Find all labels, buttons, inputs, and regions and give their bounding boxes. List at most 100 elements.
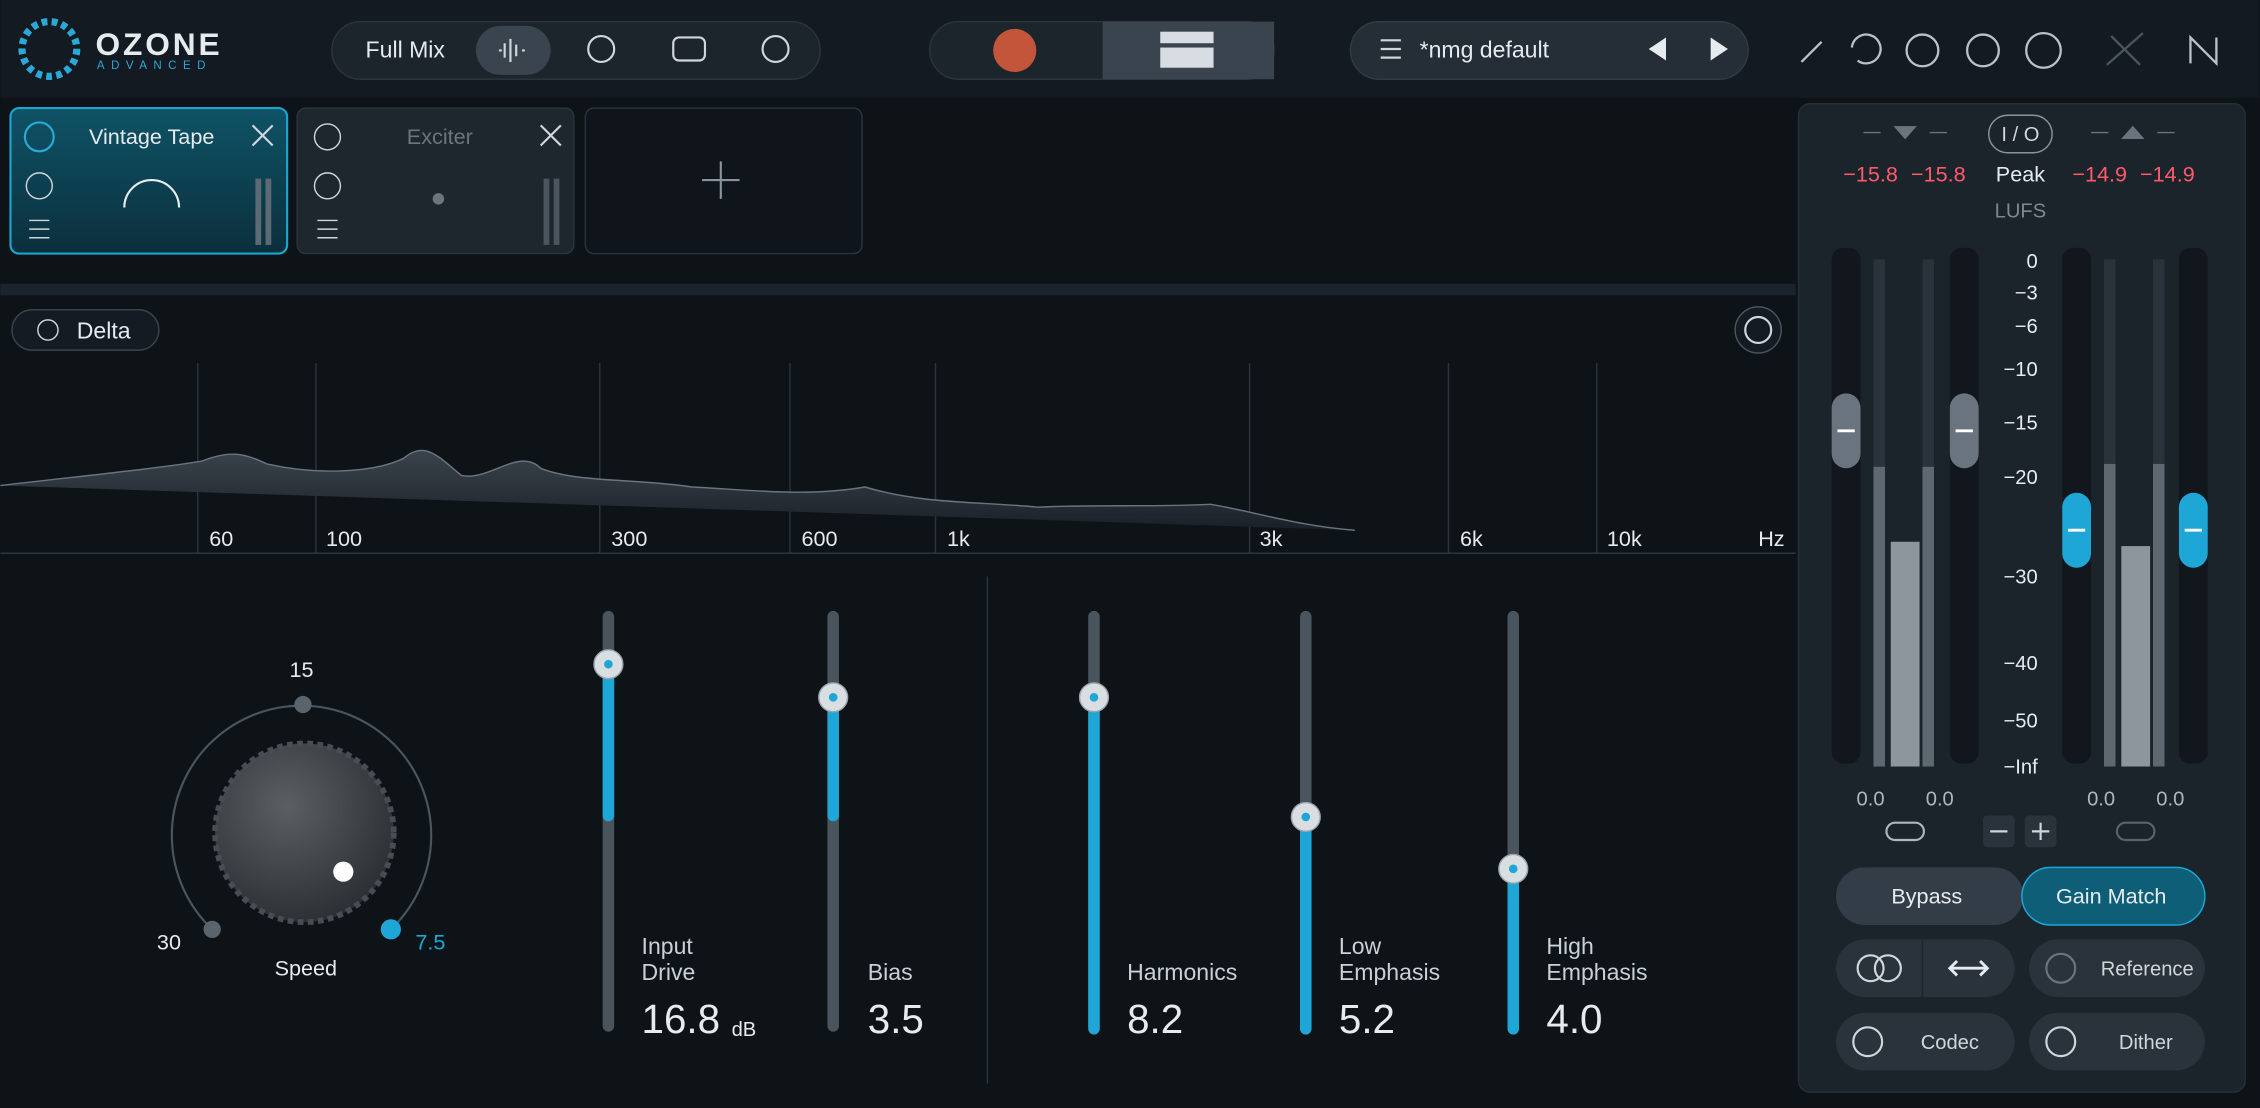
logo: OZONE ADVANCED bbox=[18, 18, 220, 80]
input-trim-icon bbox=[1863, 126, 1947, 140]
slider-value: 4.0 bbox=[1546, 996, 1602, 1042]
knob-mark bbox=[203, 920, 221, 938]
meter-scale: 0 −3 −6 −10 −15 −20 −30 −40 −50 −Inf bbox=[2004, 251, 2039, 779]
gain-value: 0.0 bbox=[1926, 788, 1954, 810]
freq-label: 10k bbox=[1607, 526, 1642, 551]
meter-unit: LUFS bbox=[1995, 201, 2047, 223]
slider-value: 5.2 bbox=[1339, 996, 1395, 1042]
link-button[interactable] bbox=[2106, 32, 2144, 66]
codec-label: Codec bbox=[1921, 1032, 1979, 1054]
swap-button[interactable] bbox=[1947, 960, 1990, 977]
meter-bar bbox=[2104, 463, 2116, 767]
bypass-label: Bypass bbox=[1891, 883, 1962, 908]
slider-fill bbox=[602, 664, 615, 822]
reference-power[interactable] bbox=[2045, 952, 2077, 984]
pencil-button[interactable] bbox=[1800, 40, 1823, 63]
codec-button[interactable] bbox=[1836, 1012, 2015, 1071]
module-meter bbox=[255, 178, 262, 245]
input-peak: −15.8 bbox=[1843, 162, 1898, 187]
reference-label: Reference bbox=[2101, 958, 2194, 980]
grid bbox=[197, 363, 1598, 554]
reset-button[interactable] bbox=[1734, 306, 1782, 354]
history-button[interactable] bbox=[1905, 33, 1940, 68]
module-menu[interactable] bbox=[317, 219, 338, 239]
slider-label: High bbox=[1546, 933, 1593, 959]
slider-label: Input bbox=[642, 933, 694, 959]
input-fader-track bbox=[1949, 247, 1979, 764]
module-power[interactable] bbox=[313, 123, 342, 151]
knob-mark-label: 30 bbox=[157, 930, 181, 955]
scale-label: −6 bbox=[2015, 316, 2038, 338]
module-close[interactable] bbox=[539, 124, 562, 147]
slider-handle-dot bbox=[1301, 812, 1311, 822]
drum-button[interactable] bbox=[672, 36, 707, 62]
preset-list-icon[interactable] bbox=[1380, 39, 1401, 59]
stereo-button-group bbox=[1836, 939, 2015, 998]
bypass-button[interactable] bbox=[1836, 867, 2024, 926]
preset-name[interactable]: *nmg default bbox=[1420, 37, 1550, 63]
dither-button[interactable] bbox=[2029, 1012, 2205, 1071]
scale-label: 0 bbox=[2027, 251, 2038, 273]
assistant-button[interactable] bbox=[993, 28, 1037, 73]
module-menu[interactable] bbox=[29, 219, 50, 239]
module-close[interactable] bbox=[251, 124, 274, 147]
module-icon bbox=[123, 179, 181, 208]
scale-label: −20 bbox=[2004, 467, 2038, 489]
slider-unit: dB bbox=[732, 1019, 757, 1041]
mode-bar bbox=[331, 20, 821, 80]
slider-fill bbox=[1300, 816, 1312, 1035]
io-button[interactable] bbox=[1988, 114, 2053, 154]
mode-button[interactable]: Full Mix bbox=[366, 37, 446, 63]
bass-button[interactable] bbox=[761, 34, 790, 64]
meter-bar bbox=[1873, 466, 1885, 767]
slider-value: 16.8 bbox=[642, 996, 721, 1042]
input-fader-track bbox=[1831, 247, 1861, 764]
freq-label: Hz bbox=[1758, 526, 1784, 551]
vocal-button[interactable] bbox=[587, 34, 616, 64]
modules-icon-top bbox=[1160, 31, 1214, 44]
io-label: I / O bbox=[2001, 124, 2039, 146]
logo-sub: ADVANCED bbox=[97, 60, 212, 72]
freq-label: 6k bbox=[1460, 526, 1483, 551]
add-icon bbox=[702, 161, 740, 199]
module-power[interactable] bbox=[23, 121, 55, 153]
slider-label: Drive bbox=[642, 959, 696, 985]
stereo-button[interactable] bbox=[1856, 954, 1885, 983]
module-name: Vintage Tape bbox=[89, 124, 214, 149]
freq-label: 600 bbox=[801, 526, 837, 551]
slider-label: Emphasis bbox=[1339, 959, 1440, 985]
meter-rms bbox=[2121, 546, 2151, 767]
input-link[interactable] bbox=[1885, 821, 1925, 842]
gain-match-label: Gain Match bbox=[2056, 883, 2167, 908]
help-button[interactable] bbox=[2025, 31, 2062, 69]
output-link[interactable] bbox=[2115, 821, 2156, 842]
divider bbox=[0, 283, 1796, 296]
ear-icon bbox=[37, 319, 59, 341]
waveform-icon bbox=[498, 38, 525, 62]
meter-mode[interactable]: Peak bbox=[1996, 162, 2045, 187]
meters bbox=[1831, 247, 2208, 767]
codec-power[interactable] bbox=[1852, 1026, 1884, 1058]
module-card[interactable] bbox=[296, 107, 575, 255]
module-solo[interactable] bbox=[25, 172, 53, 200]
waveform-button[interactable] bbox=[475, 25, 551, 75]
settings-button[interactable] bbox=[1965, 33, 2000, 68]
dither-label: Dither bbox=[2119, 1032, 2173, 1054]
freq-label: 60 bbox=[209, 526, 233, 551]
next-preset[interactable] bbox=[1710, 37, 1728, 61]
reference-button[interactable] bbox=[2029, 939, 2205, 998]
dither-power[interactable] bbox=[2045, 1026, 2077, 1058]
module-meter bbox=[543, 178, 550, 245]
prev-preset[interactable] bbox=[1648, 37, 1666, 61]
speed-knob[interactable] bbox=[212, 740, 397, 926]
gain-match-button[interactable] bbox=[2021, 866, 2206, 926]
module-solo[interactable] bbox=[313, 172, 342, 200]
knob-label: Speed bbox=[275, 955, 338, 980]
undo-button[interactable] bbox=[1850, 33, 1882, 65]
input-peak: −15.8 bbox=[1911, 162, 1966, 187]
ni-logo bbox=[2189, 34, 2218, 67]
knob-mark bbox=[294, 695, 312, 714]
